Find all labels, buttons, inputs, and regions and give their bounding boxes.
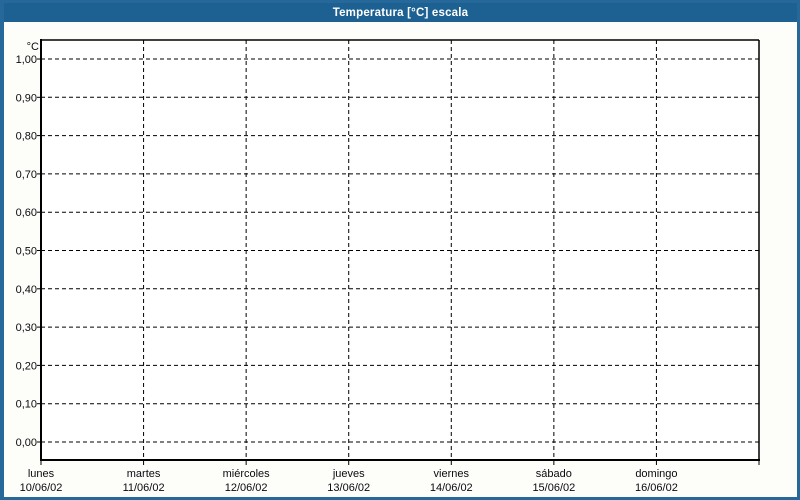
y-tick-label: 0,00 — [16, 437, 37, 449]
y-tick-label: 0,20 — [16, 360, 37, 372]
y-tick-label: 0,40 — [16, 284, 37, 296]
x-day-label: domingo — [635, 468, 677, 480]
chart-canvas: 1,00 0,90 0,80 0,70 0,60 0,50 0,40 0,30 0,20 0,10… — [16, 39, 760, 494]
x-date-label: 15/06/02 — [532, 482, 575, 494]
chart-title: Temperatura [°C] escala — [332, 6, 469, 19]
x-date-label: 16/06/02 — [635, 482, 678, 494]
y-tick-label: 0,90 — [16, 92, 37, 104]
x-day-label: viernes — [434, 468, 470, 480]
x-day-label: lunes — [28, 468, 55, 480]
chart-title-bar: Temperatura [°C] escala — [4, 3, 797, 22]
x-day-label: jueves — [332, 468, 365, 480]
y-axis-unit-label: °C — [27, 41, 39, 53]
x-day-label: miércoles — [223, 468, 271, 480]
y-tick-label: 1,00 — [16, 54, 37, 66]
x-date-label: 14/06/02 — [430, 482, 473, 494]
x-date-label: 12/06/02 — [225, 482, 268, 494]
x-day-label: sábado — [536, 468, 572, 480]
x-date-label: 11/06/02 — [123, 482, 165, 494]
chart-area: 1,00 0,90 0,80 0,70 0,60 0,50 0,40 0,30 0,20 0,10… — [4, 22, 797, 497]
x-date-label: 13/06/02 — [327, 482, 370, 494]
y-tick-label: 0,70 — [16, 169, 37, 181]
x-date-label: 10/06/02 — [20, 482, 63, 494]
y-tick-label: 0,30 — [16, 322, 37, 334]
y-tick-label: 0,80 — [16, 131, 37, 143]
y-tick-label: 0,50 — [16, 246, 37, 258]
y-tick-label: 0,10 — [16, 399, 37, 411]
x-day-label: martes — [127, 468, 161, 480]
y-tick-label: 0,60 — [16, 207, 37, 219]
